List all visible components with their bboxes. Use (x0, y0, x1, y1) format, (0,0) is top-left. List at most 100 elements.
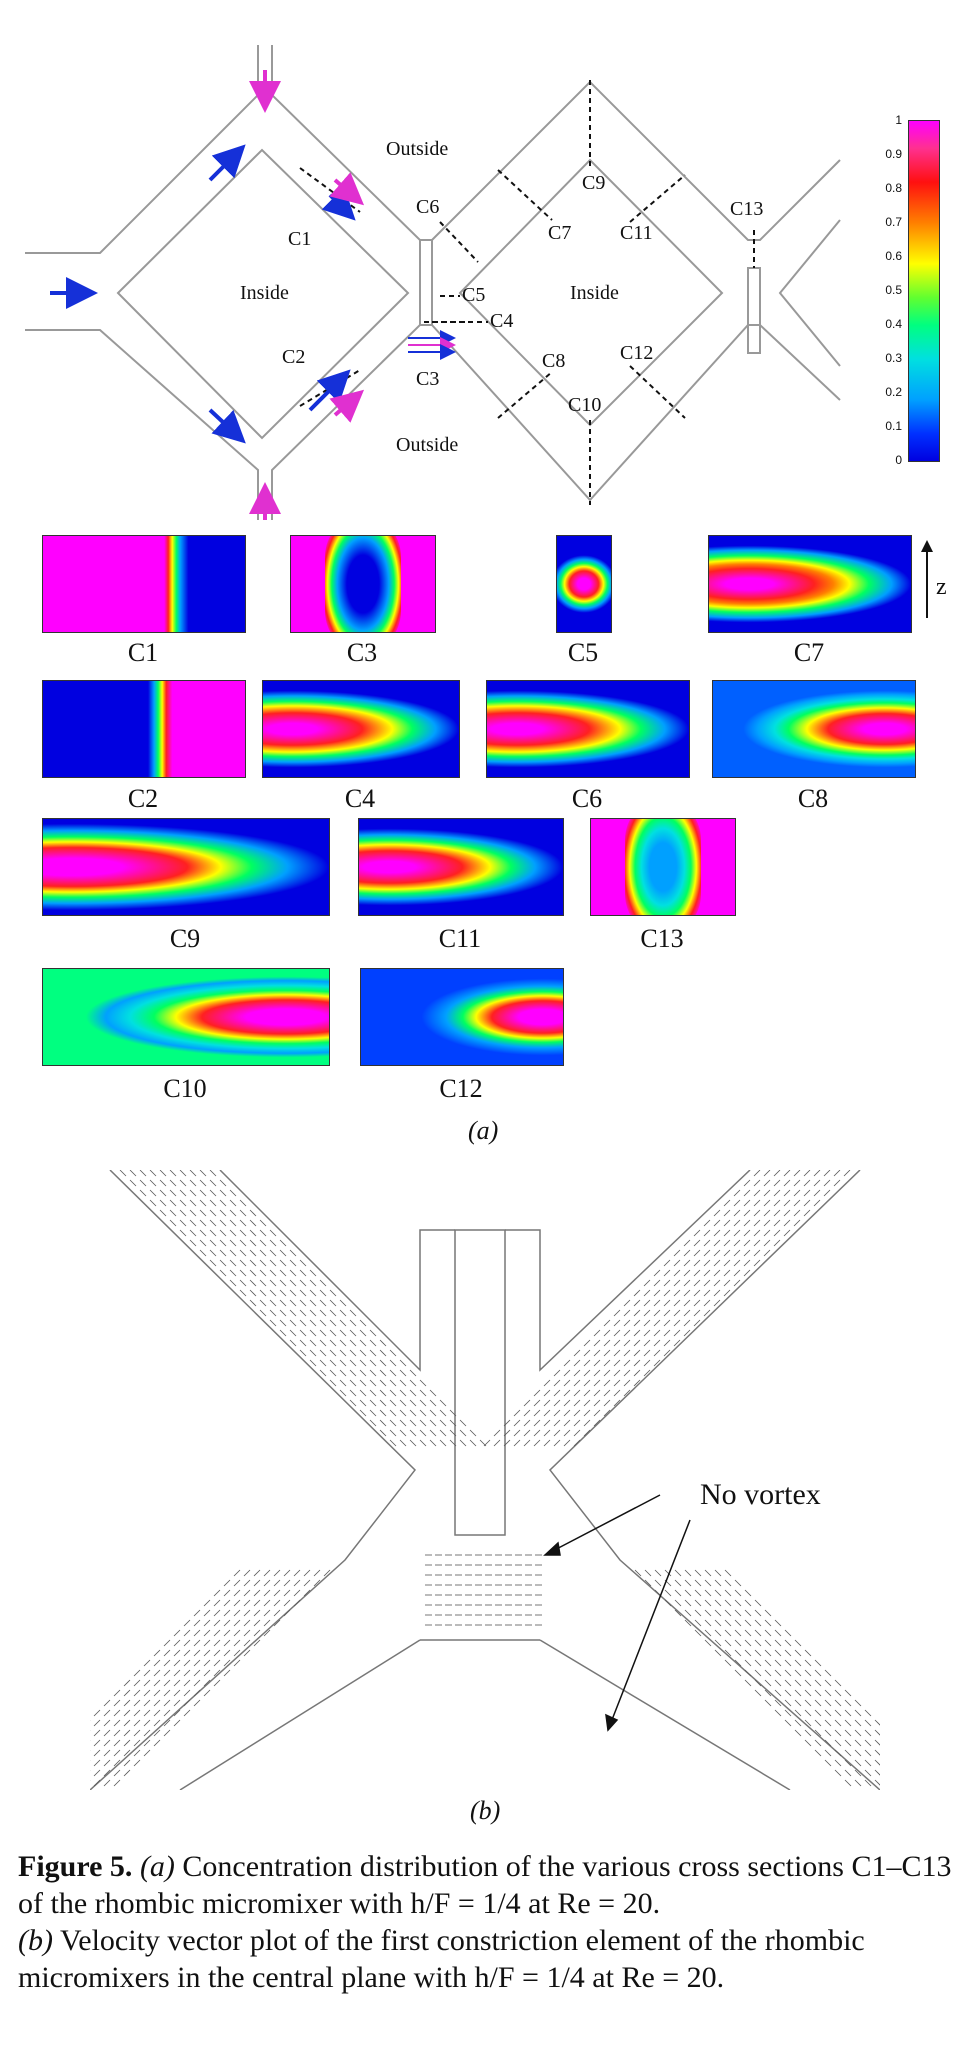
velocity-vector (773, 1199, 781, 1207)
velocity-vector (623, 1339, 631, 1347)
velocity-vector (693, 1239, 701, 1247)
velocity-vector (663, 1279, 671, 1287)
velocity-vector (583, 1349, 591, 1357)
velocity-vector (713, 1299, 721, 1307)
velocity-vector (439, 1399, 447, 1407)
velocity-vector (149, 1179, 157, 1187)
velocity-vector (754, 1669, 762, 1677)
velocity-vector (399, 1369, 407, 1377)
velocity-vector (684, 1599, 692, 1607)
velocity-vector (329, 1369, 337, 1377)
velocity-vector (189, 1199, 197, 1207)
velocity-vector (603, 1349, 611, 1357)
velocity-vector (103, 1769, 111, 1777)
velocity-vector (573, 1419, 581, 1427)
velocity-vector (784, 1679, 792, 1687)
velocity-vector (683, 1299, 691, 1307)
velocity-vector (243, 1599, 251, 1607)
velocity-vector (159, 1170, 167, 1177)
velocity-vector (203, 1609, 211, 1617)
velocity-vector (743, 1179, 751, 1187)
velocity-vector (273, 1609, 281, 1617)
velocity-vector (223, 1659, 231, 1667)
velocity-vector (834, 1709, 842, 1717)
velocity-vector (744, 1669, 752, 1677)
velocity-vector (643, 1309, 651, 1317)
velocity-vector (419, 1399, 427, 1407)
velocity-vector (644, 1569, 652, 1577)
velocity-vector (573, 1409, 581, 1417)
velocity-vector (533, 1419, 541, 1427)
velocity-vector (673, 1299, 681, 1307)
velocity-vector (854, 1739, 862, 1747)
colorbar-tick: 0.1 (885, 419, 902, 433)
velocity-vector (874, 1739, 880, 1746)
velocity-vector (734, 1639, 742, 1647)
velocity-vector (593, 1389, 601, 1397)
velocity-vector (269, 1309, 277, 1317)
velocity-vector (243, 1609, 251, 1617)
velocity-vector (734, 1619, 742, 1627)
velocity-vector (133, 1689, 141, 1697)
velocity-vector (183, 1689, 191, 1697)
velocity-vector (123, 1739, 131, 1747)
velocity-vector (764, 1639, 772, 1647)
velocity-vector (389, 1429, 397, 1437)
velocity-vector (153, 1719, 161, 1727)
velocity-vector (793, 1219, 801, 1227)
velocity-vector (713, 1229, 721, 1237)
velocity-vector (203, 1679, 211, 1687)
velocity-vector (814, 1669, 822, 1677)
velocity-vector (143, 1709, 151, 1717)
velocity-vector (113, 1739, 121, 1747)
velocity-vector (764, 1679, 772, 1687)
velocity-vector (223, 1619, 231, 1627)
velocity-vector (703, 1259, 711, 1267)
velocity-vector (693, 1259, 701, 1267)
velocity-vector (279, 1239, 287, 1247)
velocity-vector (784, 1719, 792, 1727)
caption-a-tag: (a) (139, 1850, 175, 1883)
velocity-vector (824, 1729, 832, 1737)
velocity-vector (299, 1299, 307, 1307)
velocity-vector (763, 1209, 771, 1217)
velocity-vector (794, 1679, 802, 1687)
velocity-vector (103, 1709, 111, 1717)
velocity-vector (583, 1359, 591, 1367)
velocity-vector (209, 1249, 217, 1257)
velocity-vector (673, 1289, 681, 1297)
velocity-vector (744, 1589, 752, 1597)
velocity-vector (269, 1249, 277, 1257)
velocity-vector (783, 1189, 791, 1197)
velocity-vector (854, 1759, 862, 1767)
velocity-vector (603, 1359, 611, 1367)
velocity-vector (339, 1359, 347, 1367)
velocity-vector (563, 1389, 571, 1397)
velocity-vector (279, 1269, 287, 1277)
velocity-vector (733, 1259, 741, 1267)
velocity-vector (543, 1419, 551, 1427)
colorbar-ticks: 1 0.9 0.8 0.7 0.6 0.5 0.4 0.3 0.2 0.1 0 (866, 113, 906, 467)
velocity-vector (323, 1569, 331, 1577)
velocity-vector (359, 1329, 367, 1337)
velocity-vector (794, 1729, 802, 1737)
panel-b-label: (b) (470, 1796, 501, 1825)
velocity-vector (684, 1609, 692, 1617)
velocity-vector (784, 1709, 792, 1717)
velocity-vector (633, 1369, 641, 1377)
velocity-vector (259, 1269, 267, 1277)
velocity-vector (193, 1639, 201, 1647)
velocity-vector (203, 1639, 211, 1647)
velocity-vector (773, 1229, 781, 1237)
velocity-vector (243, 1649, 251, 1657)
velocity-vector (379, 1369, 387, 1377)
velocity-vector (823, 1189, 831, 1197)
section-c4-label: C4 (344, 784, 376, 813)
velocity-vector (339, 1299, 347, 1307)
velocity-vector (593, 1359, 601, 1367)
velocity-vector (213, 1599, 221, 1607)
velocity-vector (349, 1379, 357, 1387)
velocity-vector (303, 1579, 311, 1587)
velocity-vector (289, 1329, 297, 1337)
velocity-vector (399, 1379, 407, 1387)
